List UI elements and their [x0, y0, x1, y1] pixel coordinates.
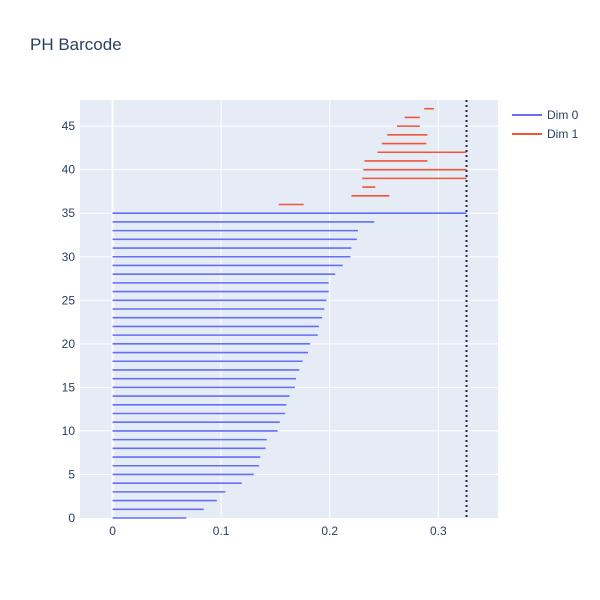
- y-tick-label: 45: [62, 119, 76, 133]
- legend-label: Dim 1: [547, 127, 579, 141]
- x-tick-label: 0.3: [430, 524, 447, 538]
- y-tick-label: 30: [62, 250, 76, 264]
- series-dim-1: [278, 107, 467, 206]
- y-tick-label: 40: [62, 163, 76, 177]
- y-tick-label: 20: [62, 337, 76, 351]
- y-tick-label: 0: [68, 511, 75, 525]
- barcode-bars: [112, 107, 467, 519]
- chart-title: PH Barcode: [30, 35, 122, 54]
- y-tick-label: 10: [62, 424, 76, 438]
- y-tick-label: 25: [62, 293, 76, 307]
- y-tick-label: 5: [68, 467, 75, 481]
- x-tick-label: 0.2: [321, 524, 338, 538]
- y-tick-label: 15: [62, 380, 76, 394]
- x-tick-label: 0: [109, 524, 116, 538]
- legend-item[interactable]: Dim 0: [512, 108, 579, 122]
- y-axis: 0 5 10 15 20 25 30 35 40 45: [62, 119, 76, 525]
- legend-label: Dim 0: [547, 108, 579, 122]
- series-dim-0: [112, 212, 467, 519]
- legend[interactable]: Dim 0 Dim 1: [512, 108, 579, 141]
- x-axis: 0 0.1 0.2 0.3: [109, 524, 447, 538]
- y-tick-label: 35: [62, 206, 76, 220]
- x-tick-label: 0.1: [213, 524, 230, 538]
- legend-item[interactable]: Dim 1: [512, 127, 579, 141]
